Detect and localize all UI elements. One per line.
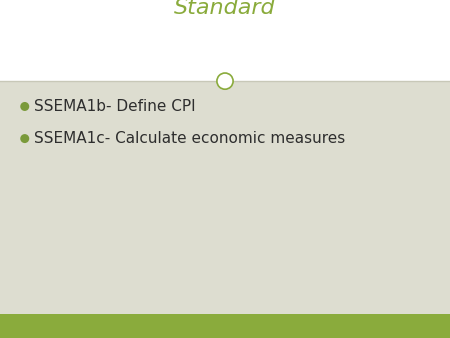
Bar: [0, 314, 450, 338]
Bar: [0, 81, 450, 314]
Ellipse shape: [20, 102, 29, 111]
Text: Standard: Standard: [174, 0, 276, 19]
Text: SSEMA1b- Define CPI: SSEMA1b- Define CPI: [34, 99, 195, 114]
Bar: [0, 0, 450, 81]
Ellipse shape: [20, 134, 29, 143]
Text: SSEMA1c- Calculate economic measures: SSEMA1c- Calculate economic measures: [34, 131, 345, 146]
Ellipse shape: [217, 73, 233, 89]
